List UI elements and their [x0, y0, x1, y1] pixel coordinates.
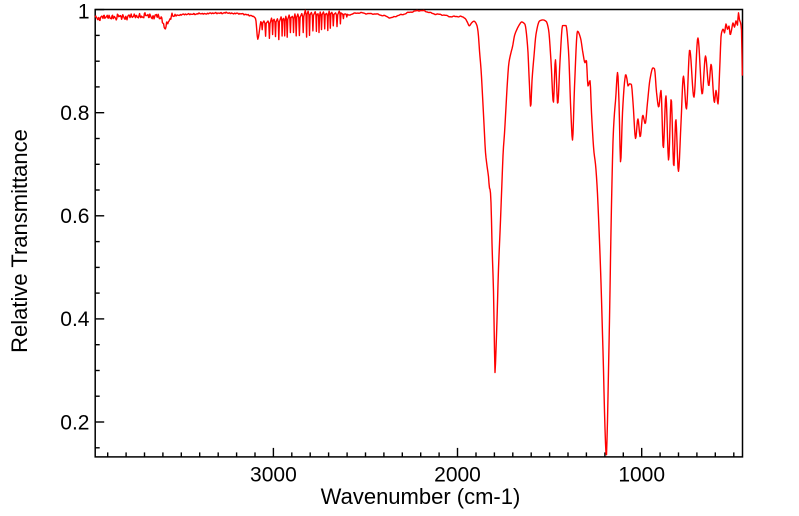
- svg-text:0.8: 0.8: [60, 102, 89, 125]
- svg-text:2000: 2000: [434, 464, 481, 487]
- svg-text:Wavenumber (cm-1): Wavenumber (cm-1): [321, 484, 521, 509]
- svg-text:1: 1: [78, 0, 90, 23]
- svg-text:0.4: 0.4: [60, 308, 90, 331]
- svg-text:Relative Transmittance: Relative Transmittance: [7, 129, 32, 353]
- svg-text:1000: 1000: [618, 464, 665, 487]
- svg-text:0.6: 0.6: [60, 205, 89, 228]
- svg-text:0.2: 0.2: [60, 411, 89, 434]
- svg-text:3000: 3000: [250, 464, 297, 487]
